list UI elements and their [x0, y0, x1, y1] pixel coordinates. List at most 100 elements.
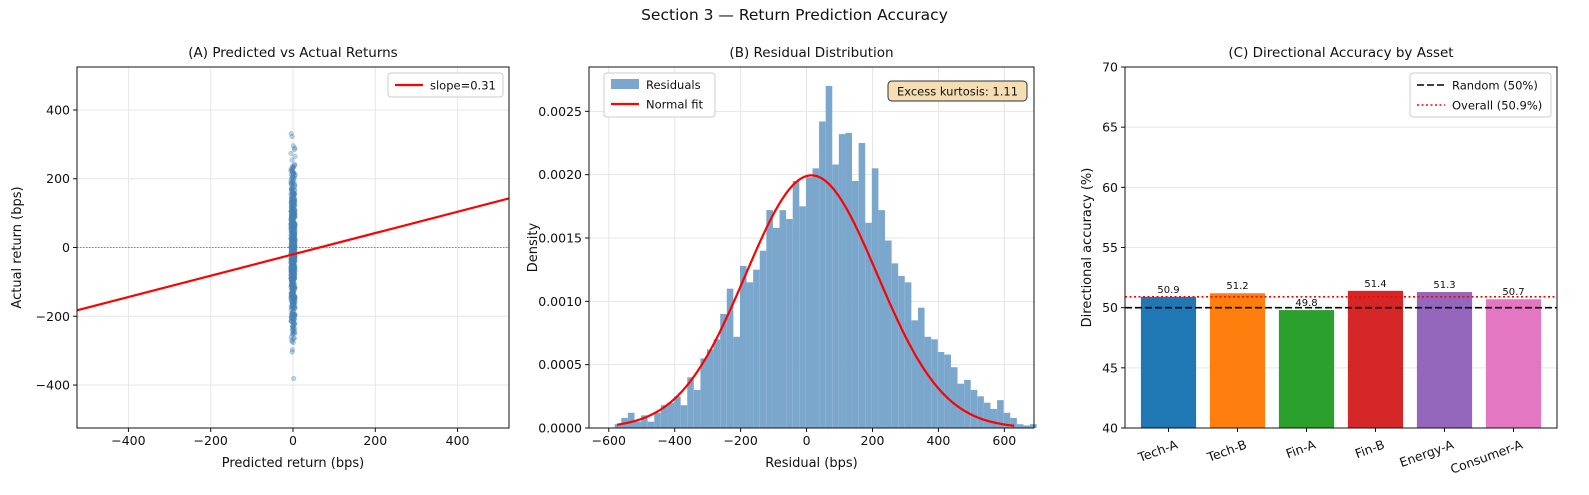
b-histogram-bar — [1010, 417, 1017, 428]
a-scatter-point — [290, 203, 296, 209]
b-histogram-bar — [667, 402, 675, 428]
b-legend-swatch-residuals — [611, 79, 639, 89]
b-histogram-bar — [799, 206, 806, 428]
a-scatter-point — [291, 335, 297, 341]
c-ylabel: Directional accuracy (%) — [1080, 168, 1095, 328]
b-legend-label-normal: Normal fit — [646, 98, 704, 112]
c-ytick-label: 50 — [1102, 300, 1118, 315]
a-ytick-label: 200 — [46, 171, 70, 186]
a-scatter-point — [288, 131, 294, 137]
c-ytick-label: 45 — [1102, 360, 1118, 375]
b-title: (B) Residual Distribution — [729, 45, 893, 61]
a-fit-line — [76, 197, 510, 312]
a-scatter-point — [289, 231, 295, 237]
b-histogram-bar — [641, 415, 648, 428]
a-xtick-label: −200 — [194, 433, 228, 448]
b-histogram-bar — [1023, 425, 1031, 428]
b-histogram-bar — [693, 390, 701, 428]
b-histogram-bar — [825, 86, 833, 428]
a-ytick-label: 400 — [46, 102, 70, 117]
b-histogram-bars — [614, 86, 1037, 429]
a-scatter-point — [291, 170, 297, 176]
c-legend-label-random: Random (50%) — [1452, 79, 1538, 93]
c-legend: Random (50%) Overall (50.9%) — [1409, 72, 1552, 118]
c-value-label: 51.2 — [1226, 281, 1248, 292]
b-xtick-label: −400 — [658, 433, 692, 448]
b-histogram-bar — [720, 314, 727, 428]
a-title: (A) Predicted vs Actual Returns — [188, 45, 397, 61]
b-histogram-bar — [687, 377, 694, 428]
b-histogram-bar — [812, 168, 820, 429]
figure-suptitle: Section 3 — Return Prediction Accuracy — [641, 6, 948, 24]
c-xtick-label: Energy-A — [1397, 437, 1455, 471]
a-scatter-point — [291, 267, 297, 273]
a-scatter-point — [289, 239, 295, 245]
b-xtick-label: −600 — [592, 433, 626, 448]
b-kurtosis-box — [887, 80, 1028, 102]
a-scatter-point — [289, 181, 295, 187]
a-scatter-point — [292, 238, 298, 244]
a-xtick-label: 0 — [289, 433, 297, 448]
b-xtick-label: 200 — [861, 433, 885, 448]
b-histogram-bar — [878, 210, 886, 428]
b-histogram-bar — [753, 269, 760, 428]
b-histogram-bar — [819, 121, 826, 428]
a-scatter-point — [289, 188, 295, 194]
b-histogram-bar — [944, 354, 951, 428]
a-scatter-point — [290, 340, 296, 346]
b-histogram-bar — [746, 282, 754, 428]
a-scatter-point — [292, 246, 298, 252]
b-ytick-label: 0.0000 — [538, 421, 582, 436]
b-histogram-bar — [779, 210, 787, 428]
c-ytick-label: 60 — [1102, 180, 1118, 195]
c-value-label: 50.9 — [1157, 285, 1179, 296]
a-scatter-point — [292, 304, 298, 310]
b-histogram-bar — [885, 240, 892, 428]
b-histogram-bar — [970, 390, 978, 428]
b-histogram-bar — [660, 405, 668, 428]
b-axes-frame — [588, 66, 1035, 429]
a-xtick-label: 200 — [363, 433, 387, 448]
a-scatter-point — [289, 331, 295, 337]
a-xtick-label: 400 — [446, 433, 470, 448]
c-value-label: 50.7 — [1502, 287, 1524, 298]
a-ytick-label: −200 — [36, 309, 70, 324]
b-histogram-bar — [647, 421, 655, 428]
b-histogram-bar — [990, 409, 998, 428]
b-ytick-label: 0.0015 — [538, 231, 582, 246]
a-scatter-point — [291, 264, 297, 270]
panel-c: 50.9 51.2 49.8 51.4 51.3 50.7 40 45 50 55 60 65 70 Te… — [1080, 45, 1558, 477]
a-scatter-point — [290, 164, 296, 170]
a-legend-box — [387, 72, 504, 98]
b-histogram-bar — [858, 143, 866, 428]
c-bar-tech-b — [1209, 293, 1266, 428]
a-scatter-point — [289, 157, 295, 163]
c-value-label: 51.4 — [1364, 279, 1386, 290]
b-histogram-bar — [733, 336, 740, 428]
c-bar-fin-b — [1347, 290, 1404, 428]
a-scatter-point — [292, 181, 298, 187]
a-scatter-point — [289, 213, 295, 219]
b-histogram-bar — [871, 168, 879, 429]
a-scatter-point — [288, 221, 294, 227]
b-normal-fit-curve — [616, 174, 1015, 427]
a-xtick-label: −400 — [111, 433, 145, 448]
c-ytick-label: 40 — [1102, 421, 1118, 436]
b-histogram-bar — [838, 134, 846, 428]
a-scatter-point — [290, 319, 296, 325]
panel-b: −600 −400 −200 0 200 400 600 0.0000 0.0005 0.0010… — [526, 45, 1037, 471]
b-histogram-bar — [911, 320, 918, 428]
b-histogram-bar — [739, 265, 747, 428]
b-histogram-bar — [1003, 412, 1011, 428]
a-scatter-point — [291, 195, 297, 201]
a-scatter-point — [289, 134, 295, 140]
b-ylabel: Density — [526, 222, 541, 272]
a-scatter-point — [289, 266, 295, 272]
a-scatter-point — [292, 145, 298, 151]
b-histogram-bar — [772, 227, 780, 428]
a-scatter-point — [289, 290, 295, 296]
a-scatter-point — [288, 216, 294, 222]
b-xlabel: Residual (bps) — [765, 456, 857, 471]
c-legend-label-overall: Overall (50.9%) — [1452, 99, 1542, 113]
b-histogram-bar — [891, 263, 899, 428]
